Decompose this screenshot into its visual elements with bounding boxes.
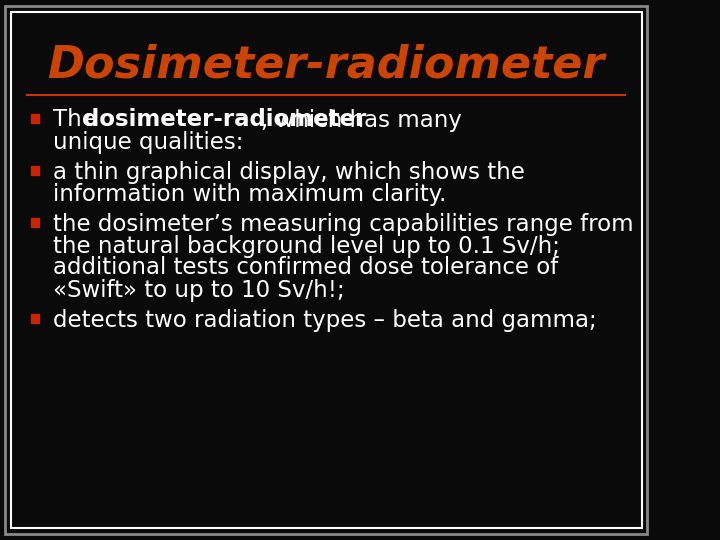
Bar [31,165,39,174]
Text: the natural background level up to 0.1 Sv/h;: the natural background level up to 0.1 S… [53,234,559,258]
Bar [31,113,39,123]
Text: , which has many: , which has many [261,109,462,132]
Bar [31,218,39,226]
Text: unique qualities:: unique qualities: [53,131,243,153]
Text: the dosimeter’s measuring capabilities range from: the dosimeter’s measuring capabilities r… [53,213,633,235]
Text: Dosimeter-radiometer: Dosimeter-radiometer [48,44,605,86]
Text: The: The [53,109,103,132]
Text: «Swift» to up to 10 Sv/h!;: «Swift» to up to 10 Sv/h!; [53,279,344,301]
Text: dosimeter-radiometer: dosimeter-radiometer [84,109,366,132]
Text: additional tests confirmed dose tolerance of: additional tests confirmed dose toleranc… [53,256,558,280]
Text: detects two radiation types – beta and gamma;: detects two radiation types – beta and g… [53,308,596,332]
Text: information with maximum clarity.: information with maximum clarity. [53,183,446,206]
Text: a thin graphical display, which shows the: a thin graphical display, which shows th… [53,160,524,184]
Bar [31,314,39,322]
